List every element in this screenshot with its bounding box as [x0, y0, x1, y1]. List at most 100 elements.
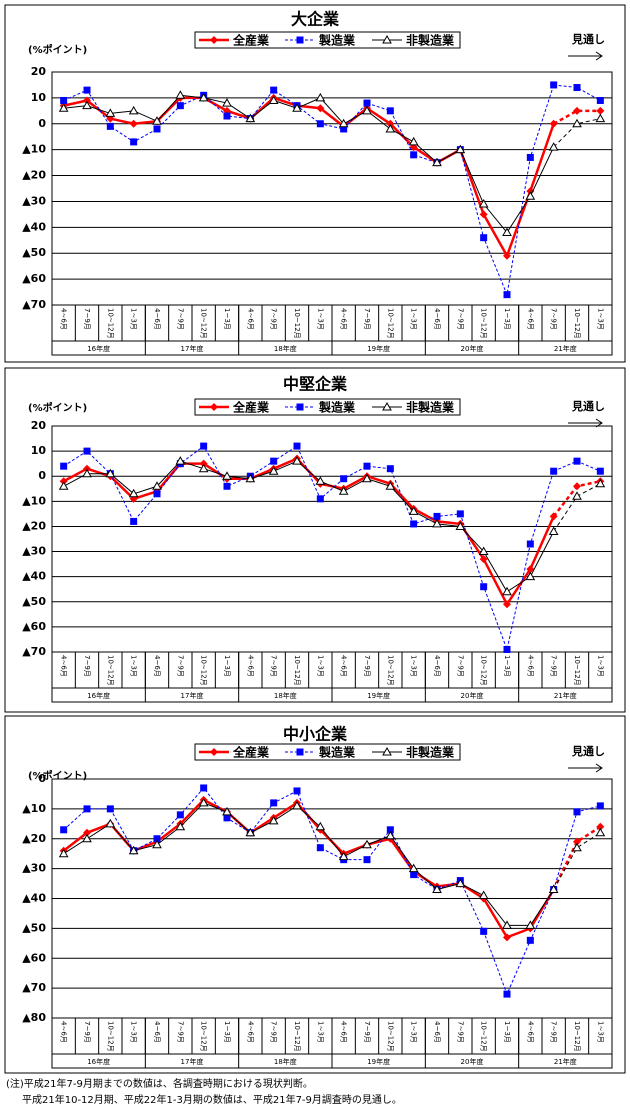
- marker: [478, 199, 489, 208]
- marker: [455, 144, 466, 154]
- legend-label: 製造業: [318, 400, 356, 415]
- marker: [105, 818, 116, 828]
- marker: [480, 234, 488, 242]
- y-tick-label: ▲60: [22, 951, 46, 964]
- marker: [223, 482, 231, 490]
- legend-label: 非製造業: [406, 33, 455, 48]
- marker: [573, 84, 581, 92]
- series-line: [63, 787, 555, 996]
- group-label: 19年度: [367, 344, 390, 353]
- x-tick-label: 7~9月: [176, 308, 184, 330]
- y-tick-label: ▲50: [22, 921, 46, 934]
- marker: [480, 583, 488, 591]
- marker: [573, 482, 581, 491]
- marker: [129, 119, 138, 128]
- marker: [175, 90, 186, 99]
- x-tick-label: 1~3月: [596, 655, 604, 677]
- marker: [573, 808, 581, 816]
- x-tick-label: 1~3月: [596, 1021, 604, 1043]
- x-tick-label: 7~9月: [456, 1021, 464, 1043]
- marker: [363, 99, 371, 107]
- group-label: 20年度: [461, 344, 484, 353]
- marker: [502, 920, 512, 929]
- marker: [268, 466, 279, 475]
- x-tick-label: 4~6月: [340, 1021, 348, 1043]
- marker: [128, 845, 139, 855]
- marker: [550, 81, 558, 89]
- marker: [596, 802, 604, 810]
- x-tick-label: 1~3月: [130, 655, 138, 677]
- x-tick-label: 10~12月: [386, 655, 394, 686]
- x-tick-label: 10~12月: [573, 1021, 581, 1052]
- marker: [59, 477, 68, 486]
- series-line: [63, 96, 555, 259]
- marker: [83, 805, 91, 813]
- marker: [478, 546, 489, 556]
- marker: [198, 463, 209, 473]
- legend-label: 製造業: [318, 745, 356, 760]
- marker: [455, 521, 466, 530]
- x-tick-label: 7~9月: [270, 1021, 278, 1043]
- marker: [60, 462, 68, 470]
- x-tick-label: 4~6月: [433, 655, 441, 677]
- marker: [83, 464, 91, 473]
- y-tick-label: ▲50: [22, 595, 46, 608]
- marker: [362, 473, 372, 483]
- marker: [105, 108, 116, 117]
- x-tick-label: 7~9月: [176, 655, 184, 677]
- y-tick-label: 0: [38, 772, 46, 785]
- marker: [362, 105, 372, 115]
- marker: [596, 96, 604, 104]
- chart-panel: 中小企業 (%ポイント) 見通し 全産業 製造業 非製造業 0 ▲10 ▲20 ▲30 ▲40 ▲50…: [4, 715, 626, 1074]
- marker: [338, 851, 349, 861]
- y-tick-label: ▲20: [22, 169, 46, 182]
- marker: [338, 486, 349, 495]
- marker: [316, 495, 324, 503]
- marker: [385, 830, 396, 840]
- group-label: 19年度: [367, 691, 390, 700]
- x-tick-label: 4~6月: [526, 655, 534, 677]
- y-tick-label: 0: [38, 117, 46, 130]
- x-tick-label: 4~6月: [60, 655, 68, 677]
- legend-label: 製造業: [318, 33, 356, 48]
- y-tick-label: 0: [38, 469, 46, 482]
- marker: [152, 116, 162, 125]
- marker: [268, 95, 279, 104]
- x-tick-label: 4~6月: [433, 308, 441, 330]
- marker: [315, 821, 326, 831]
- x-tick-label: 1~3月: [223, 655, 231, 677]
- legend-label: 非製造業: [406, 400, 455, 415]
- x-tick-label: 7~9月: [83, 308, 91, 330]
- forecast-line: [553, 483, 601, 532]
- group-label: 21年度: [554, 1057, 577, 1066]
- marker: [525, 571, 536, 581]
- marker: [82, 100, 92, 110]
- forecast-line: [552, 825, 602, 891]
- x-tick-label: 10~12月: [480, 655, 488, 686]
- x-tick-label: 10~12月: [200, 308, 208, 339]
- marker: [382, 746, 392, 756]
- marker: [548, 526, 559, 535]
- marker: [200, 784, 208, 792]
- x-tick-label: 7~9月: [270, 655, 278, 677]
- y-axis-label: (%ポイント): [28, 43, 87, 56]
- y-axis-label: (%ポイント): [28, 401, 87, 414]
- group-label: 18年度: [274, 1057, 297, 1066]
- marker: [526, 153, 534, 161]
- marker: [222, 98, 232, 107]
- series-line: [63, 457, 555, 607]
- x-tick-label: 4~6月: [526, 308, 534, 330]
- x-tick-label: 7~9月: [363, 655, 371, 677]
- marker: [525, 920, 536, 929]
- panel-border: [4, 715, 626, 1074]
- x-tick-label: 4~6月: [153, 1021, 161, 1043]
- marker: [596, 467, 604, 475]
- y-tick-label: ▲10: [22, 143, 46, 156]
- chart-title: 大企業: [291, 10, 340, 29]
- series-line: [63, 802, 555, 926]
- legend-label: 全産業: [232, 400, 270, 415]
- marker: [503, 933, 511, 942]
- x-tick-label: 10~12月: [480, 1021, 488, 1052]
- x-tick-label: 1~3月: [223, 1021, 231, 1043]
- x-tick-label: 7~9月: [270, 308, 278, 330]
